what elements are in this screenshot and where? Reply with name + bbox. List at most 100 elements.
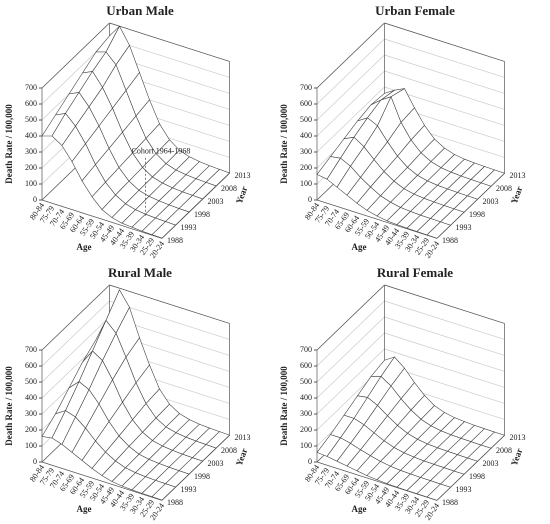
z-tick-label: 200 (300, 163, 312, 172)
grid-line (384, 38, 505, 78)
z-tick-label: 100 (300, 179, 312, 188)
y-tick-label: 1993 (181, 485, 197, 494)
axis-line (316, 199, 438, 239)
y-tick-label: 2003 (483, 459, 499, 468)
axis-line (316, 22, 385, 89)
axis-line (384, 22, 505, 62)
z-tick-label: 0 (33, 457, 37, 466)
y-tick-label: 2008 (496, 446, 512, 455)
y-tick-label: 1998 (469, 472, 485, 481)
x-axis-title: Age (77, 504, 92, 514)
axis-line (316, 284, 385, 351)
grid-line (384, 70, 505, 110)
axis-line (41, 461, 163, 501)
grid-line (384, 54, 505, 94)
grid-line (384, 332, 505, 372)
y-tick-label: 2008 (221, 184, 237, 193)
surface-cell (426, 221, 452, 239)
z-tick-label: 0 (308, 195, 312, 204)
grid-line (41, 316, 110, 383)
z-axis-title: Death Rate / 100,000 (279, 104, 289, 184)
surface-cell (151, 483, 177, 501)
z-tick-label: 400 (25, 393, 37, 402)
z-tick-label: 300 (300, 147, 312, 156)
y-tick-label: 2008 (221, 446, 237, 455)
grid-line (316, 54, 385, 121)
axis-line (316, 461, 438, 501)
grid-line (384, 300, 505, 340)
y-tick-label: 1988 (442, 236, 458, 245)
z-tick-label: 300 (300, 409, 312, 418)
surface-cell (151, 221, 177, 239)
y-tick-label: 2013 (510, 433, 526, 442)
y-tick-label: 1998 (194, 472, 210, 481)
annotation: Cohort 1964-1968 (132, 146, 191, 155)
z-tick-label: 400 (25, 131, 37, 140)
x-axis-title: Age (77, 242, 92, 252)
y-tick-label: 2008 (496, 184, 512, 193)
axis-line (109, 284, 230, 324)
y-tick-label: 1993 (456, 223, 472, 232)
z-tick-label: 300 (25, 409, 37, 418)
surface-chart: Rural Male010020030040050060070080-8475-… (4, 265, 250, 522)
z-tick-label: 600 (300, 99, 312, 108)
grid-line (316, 70, 385, 137)
z-tick-label: 100 (25, 441, 37, 450)
z-axis-title: Death Rate / 100,000 (4, 366, 14, 446)
x-axis-title: Age (352, 504, 367, 514)
y-tick-label: 2013 (510, 171, 526, 180)
chart-title: Rural Male (108, 265, 172, 280)
y-tick-label: 1988 (167, 498, 183, 507)
z-tick-label: 500 (300, 115, 312, 124)
surface-chart: Rural Female010020030040050060070080-847… (279, 265, 525, 522)
z-axis-title: Death Rate / 100,000 (4, 104, 14, 184)
y-tick-label: 2003 (483, 197, 499, 206)
z-tick-label: 500 (25, 377, 37, 386)
z-tick-label: 600 (25, 361, 37, 370)
y-tick-label: 2013 (235, 171, 251, 180)
z-tick-label: 200 (25, 163, 37, 172)
z-tick-label: 100 (300, 441, 312, 450)
surface-chart: Urban Female010020030040050060070080-847… (279, 3, 525, 260)
y-tick-label: 1988 (167, 236, 183, 245)
grid-line (316, 300, 385, 367)
grid-line (316, 316, 385, 383)
grid-line (384, 348, 505, 388)
grid-line (316, 332, 385, 399)
z-tick-label: 100 (25, 179, 37, 188)
z-tick-label: 700 (300, 83, 312, 92)
z-tick-label: 700 (25, 83, 37, 92)
axis-line (41, 284, 110, 351)
z-tick-label: 600 (300, 361, 312, 370)
z-tick-label: 500 (300, 377, 312, 386)
z-axis-title: Death Rate / 100,000 (279, 366, 289, 446)
y-tick-label: 1993 (181, 223, 197, 232)
z-tick-label: 400 (300, 393, 312, 402)
y-tick-label: 1993 (456, 485, 472, 494)
chart-title: Rural Female (377, 265, 453, 280)
surface-chart: Urban Male010020030040050060070080-8475-… (4, 3, 250, 260)
y-tick-label: 2003 (208, 459, 224, 468)
z-tick-label: 0 (308, 457, 312, 466)
grid-line (316, 348, 385, 415)
chart-title: Urban Male (106, 3, 174, 18)
z-tick-label: 500 (25, 115, 37, 124)
z-tick-label: 600 (25, 99, 37, 108)
axis-line (41, 199, 163, 239)
grid-line (316, 86, 385, 153)
y-tick-label: 1998 (469, 210, 485, 219)
z-tick-label: 200 (300, 425, 312, 434)
grid-line (41, 300, 110, 367)
z-tick-label: 700 (25, 345, 37, 354)
z-tick-label: 200 (25, 425, 37, 434)
y-tick-label: 1988 (442, 498, 458, 507)
surface-cell (426, 483, 452, 501)
z-tick-label: 300 (25, 147, 37, 156)
z-tick-label: 0 (33, 195, 37, 204)
y-tick-label: 2003 (208, 197, 224, 206)
grid-line (384, 316, 505, 356)
y-tick-label: 1998 (194, 210, 210, 219)
chart-title: Urban Female (375, 3, 455, 18)
axis-line (41, 22, 110, 89)
